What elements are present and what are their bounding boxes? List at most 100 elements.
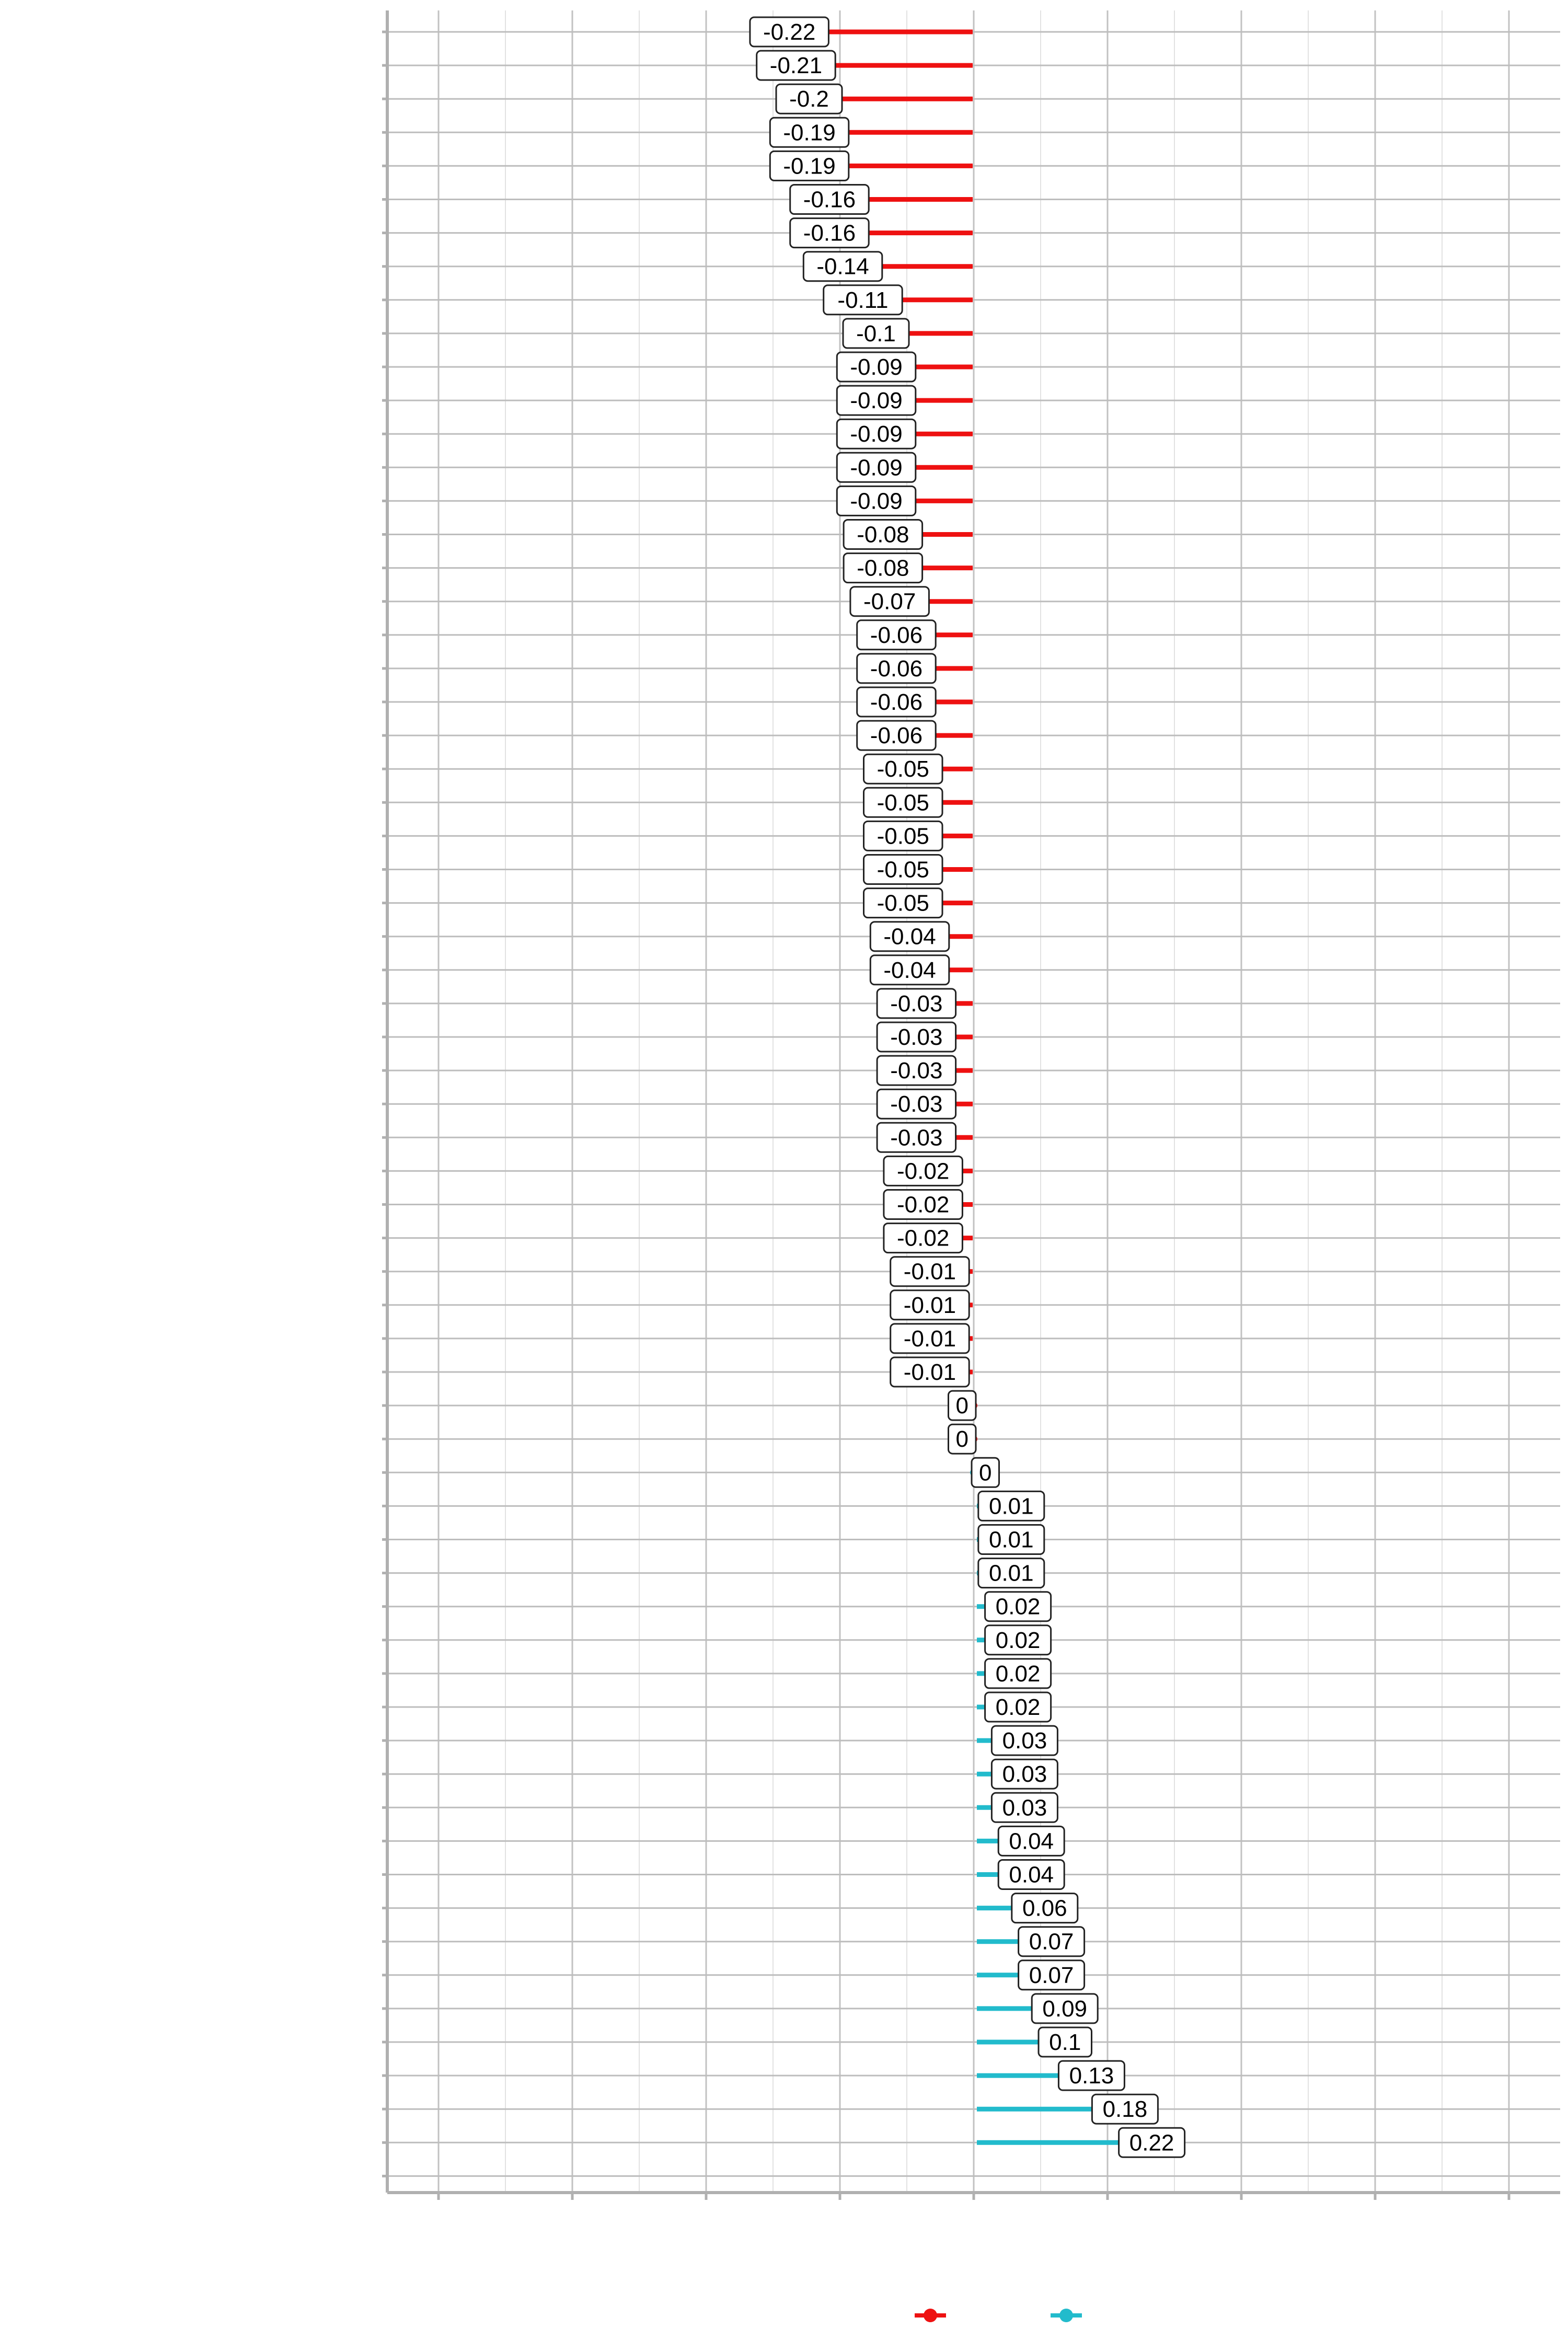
data-label: -0.19 (783, 120, 835, 145)
data-label-box (789, 184, 870, 215)
data-label-box (869, 954, 950, 986)
data-label: -0.03 (890, 1125, 942, 1150)
data-label-box (890, 1289, 970, 1321)
data-label: -0.07 (863, 589, 916, 615)
data-label: -0.14 (816, 254, 869, 280)
data-label-box (869, 921, 950, 952)
data-label-box (876, 1055, 957, 1086)
data-label: -0.03 (890, 991, 942, 1017)
data-label: -0.1 (856, 321, 896, 347)
data-label: -0.01 (904, 1359, 956, 1385)
data-label: -0.21 (770, 53, 822, 78)
legend (915, 2309, 1082, 2322)
data-label-box (948, 1423, 977, 1455)
data-label-box (876, 1021, 957, 1053)
data-label: 0.07 (1029, 1963, 1074, 1988)
data-label: -0.16 (803, 187, 856, 213)
data-label-box (849, 586, 930, 617)
data-label-box (863, 887, 943, 919)
data-label: -0.05 (877, 823, 929, 849)
data-label-box (1011, 1893, 1079, 1924)
data-label-box (971, 1457, 1000, 1488)
data-label-box (856, 720, 937, 751)
data-label-box (984, 1624, 1052, 1656)
data-label-box (769, 150, 850, 181)
axes (382, 10, 1560, 2200)
data-label-box (977, 1490, 1045, 1521)
data-label-box (842, 318, 910, 349)
data-label: 0.02 (996, 1694, 1041, 1720)
data-label-box (876, 1088, 957, 1120)
data-label: 0 (956, 1393, 969, 1419)
data-label-box (756, 50, 836, 81)
data-label-box (1118, 2127, 1186, 2158)
data-label-box (843, 552, 924, 584)
data-label: -0.02 (897, 1226, 949, 1251)
data-label: -0.06 (870, 689, 923, 715)
data-label: -0.2 (789, 86, 829, 112)
data-label: -0.05 (877, 857, 929, 883)
data-label-box (883, 1155, 963, 1186)
data-label: -0.09 (850, 388, 902, 413)
data-label-box (863, 787, 943, 818)
data-label: -0.06 (870, 723, 923, 748)
data-label: -0.05 (877, 891, 929, 916)
data-label-box (749, 16, 829, 48)
data-label: 0.02 (996, 1594, 1041, 1620)
data-label: -0.02 (897, 1158, 949, 1184)
data-label: -0.09 (850, 421, 902, 447)
data-label-box (856, 653, 937, 684)
data-label-box (997, 1859, 1065, 1890)
data-label-box (863, 820, 943, 851)
data-label: 0.01 (989, 1561, 1034, 1586)
data-label: 0.04 (1009, 1862, 1054, 1888)
data-labels: -0.22 -0.21 -0.2 -0.19 -0.19 -0.16 -0.16 -0.14 -… (749, 16, 1186, 2158)
data-label-box (876, 988, 957, 1019)
data-label-box (856, 619, 937, 651)
data-label: 0.03 (1002, 1728, 1047, 1754)
data-label: 0.03 (1002, 1761, 1047, 1787)
data-label: 0.22 (1129, 2130, 1174, 2155)
data-label: -0.22 (763, 19, 815, 45)
data-label: 0.02 (996, 1661, 1041, 1687)
data-label: -0.02 (897, 1192, 949, 1218)
data-label: -0.03 (890, 1024, 942, 1050)
data-label: 0 (979, 1460, 991, 1485)
data-label-box (836, 418, 917, 449)
data-label-box (863, 854, 943, 885)
data-label-box (836, 385, 917, 416)
data-label-box (856, 686, 937, 718)
data-label-box (836, 452, 917, 483)
data-label-box (802, 251, 883, 282)
data-label: 0.07 (1029, 1929, 1074, 1955)
data-label-box (1031, 1993, 1099, 2024)
data-label: -0.16 (803, 221, 856, 246)
data-label: -0.09 (850, 488, 902, 514)
data-label: 0.13 (1069, 2063, 1114, 2089)
data-label: -0.01 (904, 1293, 956, 1318)
data-label-box (836, 351, 917, 383)
grid-lines (387, 10, 1560, 2193)
data-label-box (769, 117, 850, 148)
data-label-box (948, 1390, 977, 1421)
data-label: -0.05 (877, 790, 929, 815)
data-label-box (1091, 2093, 1159, 2125)
data-label: 0.04 (1009, 1828, 1054, 1854)
data-label: -0.09 (850, 455, 902, 480)
data-label-box (997, 1825, 1065, 1857)
data-label: -0.03 (890, 1058, 942, 1083)
data-label: -0.01 (904, 1326, 956, 1352)
data-label: -0.03 (890, 1091, 942, 1117)
data-label: 0.01 (989, 1527, 1034, 1553)
legend-key-negative-dot (924, 2309, 937, 2322)
data-label: 0.02 (996, 1628, 1041, 1653)
data-label-box (1057, 2060, 1125, 2091)
data-label-box (990, 1758, 1058, 1790)
data-label: 0.01 (989, 1493, 1034, 1519)
data-label-box (984, 1691, 1052, 1723)
data-label-box (890, 1256, 970, 1287)
data-label-box (876, 1122, 957, 1153)
data-label-box (990, 1792, 1058, 1823)
data-label: -0.04 (883, 924, 936, 950)
